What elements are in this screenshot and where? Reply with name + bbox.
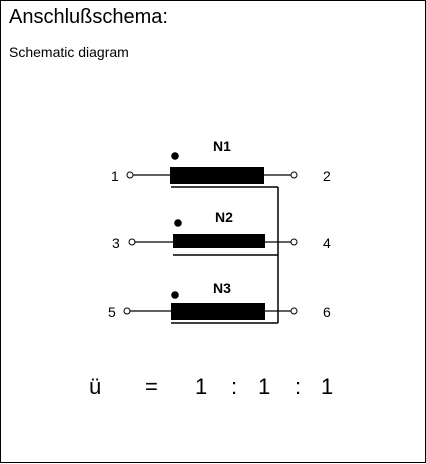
turns-ratio: ü = 1 : 1 : 1 [89,374,333,399]
winding-n2: N2 3 4 [112,209,331,256]
terminal-pin-2 [290,171,298,179]
winding-n3: N3 5 6 [108,280,331,324]
ratio-symbol: ü [89,374,101,399]
ratio-separator-2: : [295,374,301,399]
terminal-pin-4 [290,238,298,246]
polarity-dot-n3 [171,291,179,299]
pin-label-2: 2 [323,168,331,184]
pin-label-4: 4 [323,235,331,251]
polarity-dot-n2 [174,219,182,227]
pin-label-1: 1 [111,168,119,184]
winding-label-n3: N3 [213,280,231,296]
winding-label-n1: N1 [213,138,231,154]
pin-label-3: 3 [112,235,120,251]
ratio-value-1: 1 [195,374,207,399]
diagram-title: Anschlußschema: [9,6,168,28]
ratio-separator-1: : [231,374,237,399]
winding-bar-n3 [171,303,265,320]
terminal-pin-1 [126,171,134,179]
diagram-subtitle: Schematic diagram [9,44,129,60]
winding-bar-n2 [173,234,265,248]
terminal-pin-3 [128,238,136,246]
polarity-dot-n1 [171,152,179,160]
winding-label-n2: N2 [215,209,233,225]
ratio-value-3: 1 [321,374,333,399]
winding-bar-n1 [170,167,264,184]
ratio-equals: = [145,374,158,399]
pin-label-6: 6 [323,304,331,320]
terminal-pin-6 [290,307,298,315]
pin-label-5: 5 [108,304,116,320]
winding-n1: N1 1 2 [111,138,331,188]
ratio-value-2: 1 [258,374,270,399]
terminal-pin-5 [123,307,131,315]
